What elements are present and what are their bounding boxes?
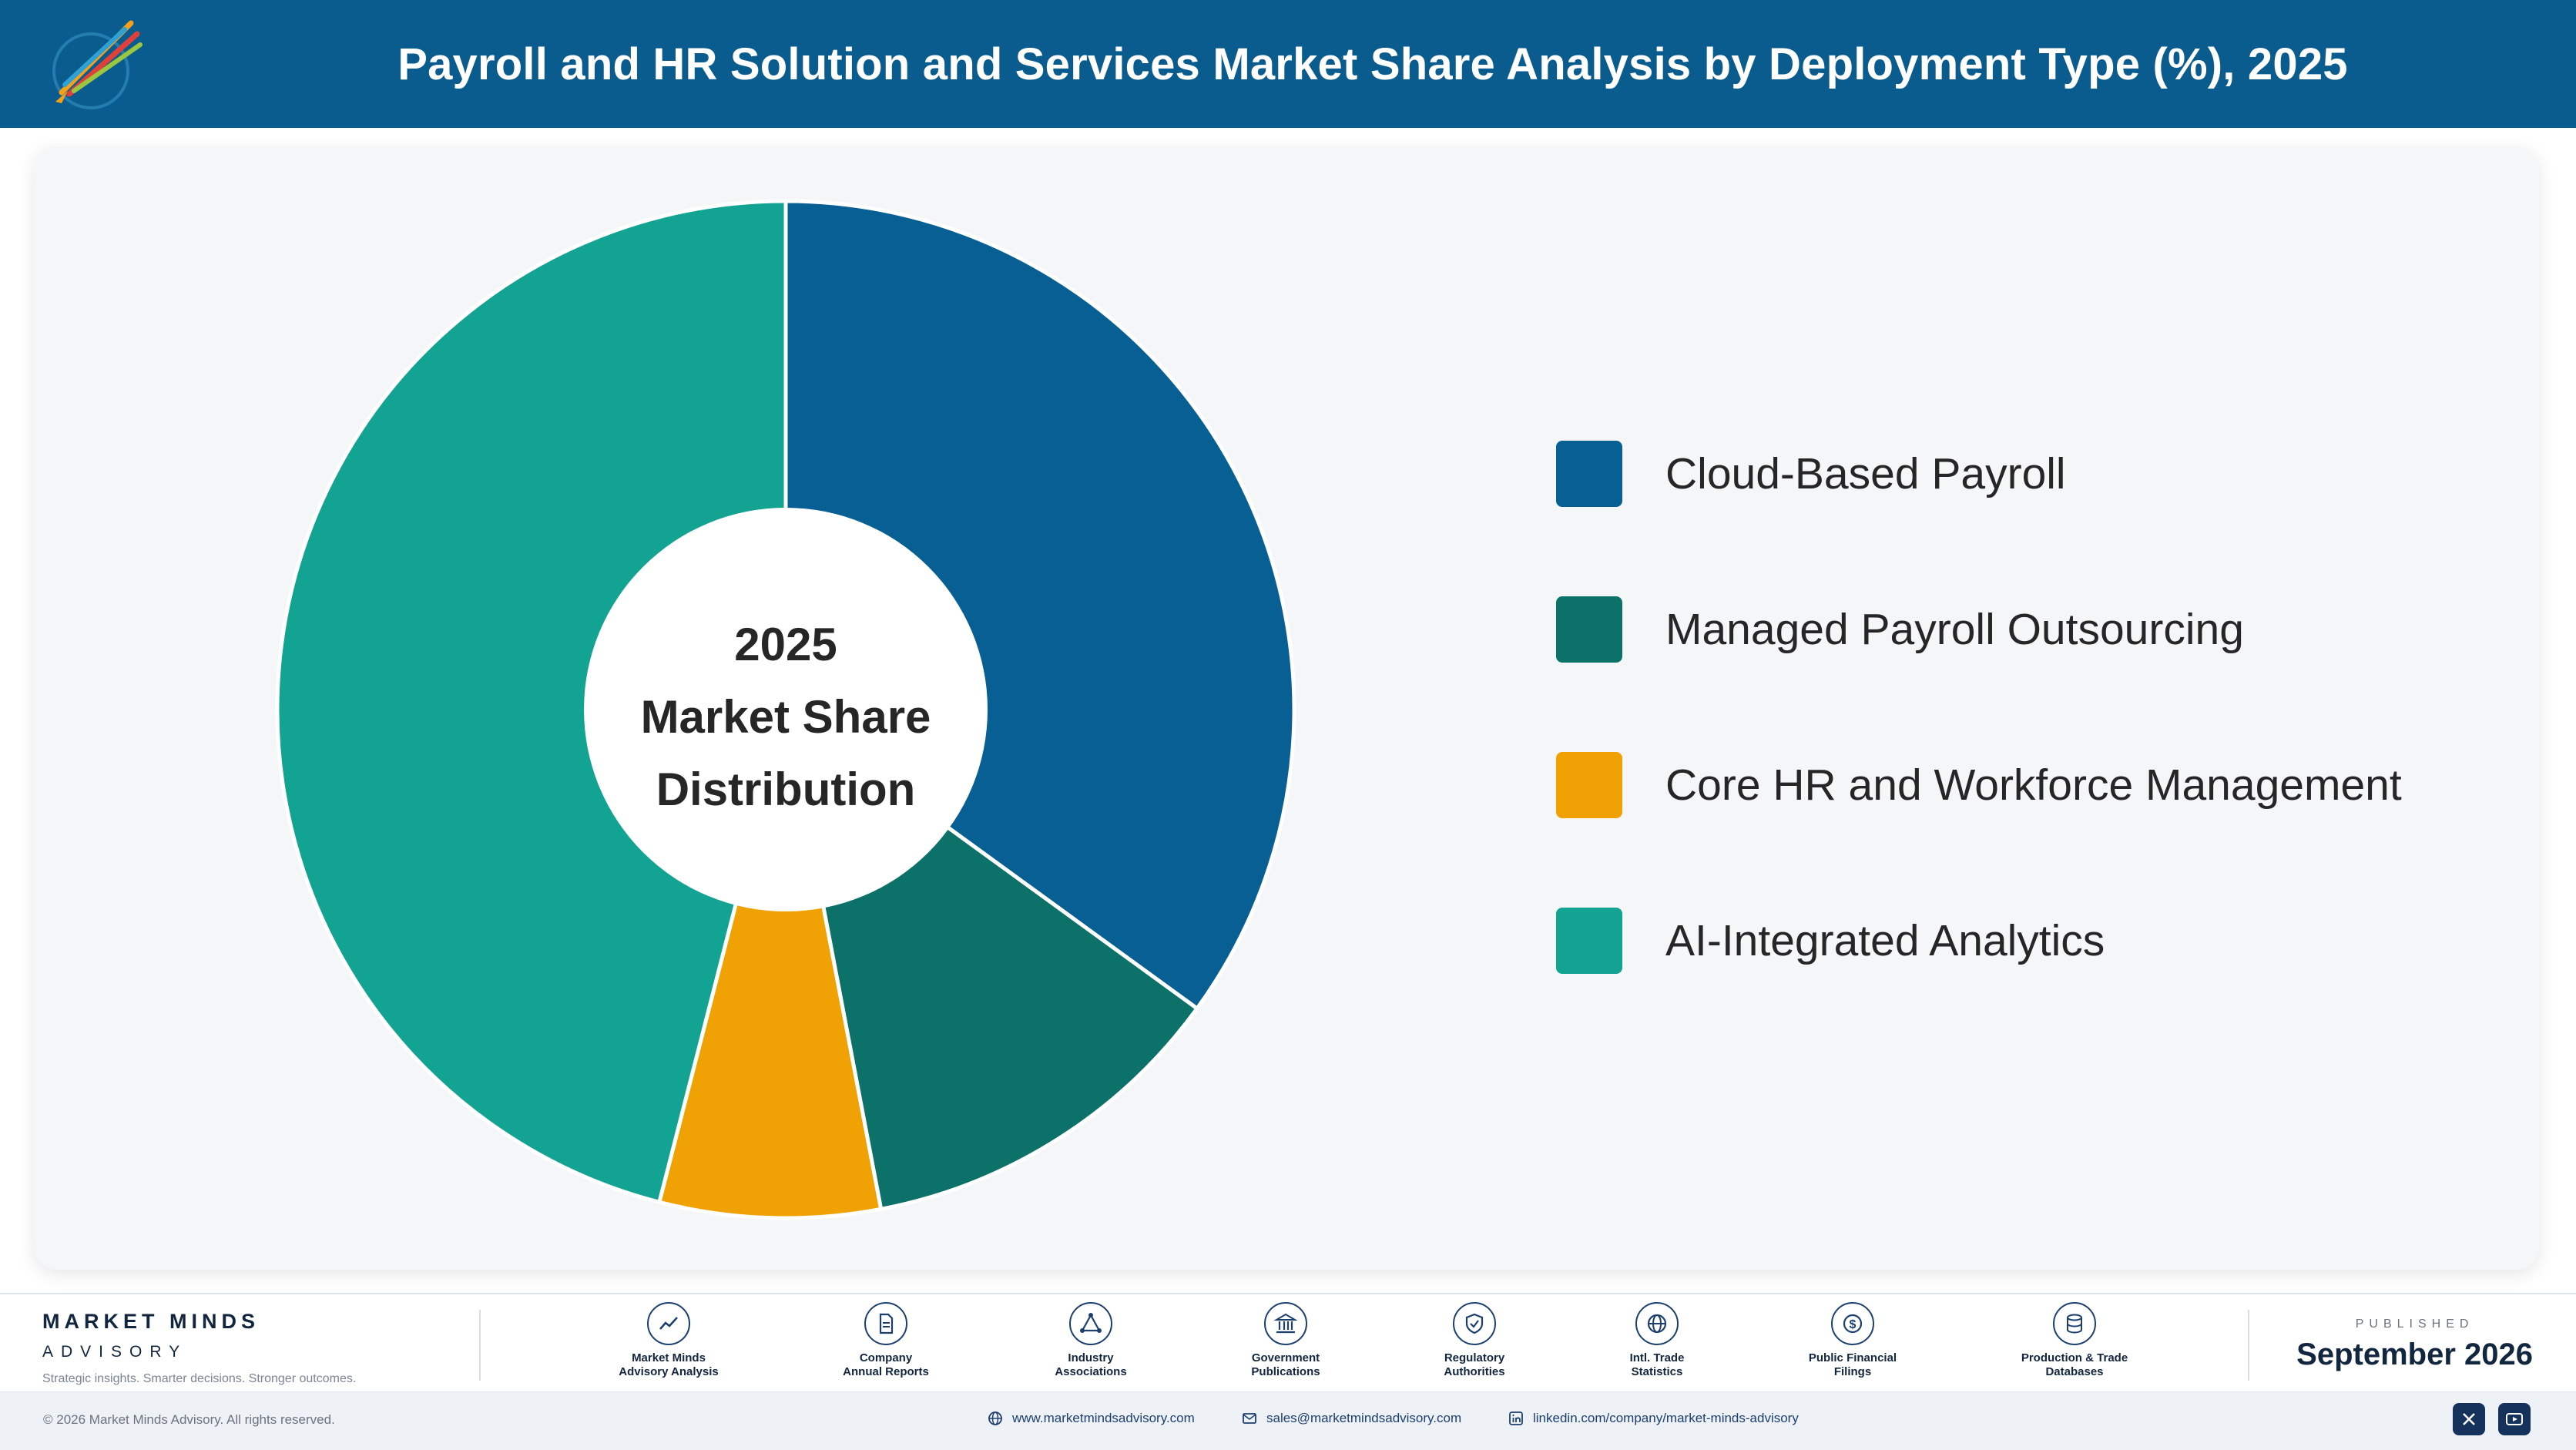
shield-icon [1453,1302,1496,1345]
network-icon [1069,1302,1112,1345]
company-logo-icon [52,20,143,109]
email-text: sales@marketmindsadvisory.com [1266,1411,1462,1425]
globe-icon [1635,1302,1679,1345]
source-regulatory-authorities: Regulatory Authorities [1390,1302,1559,1379]
legend-label: Cloud-Based Payroll [1665,449,2066,498]
legend-swatch [1556,752,1622,818]
legend-label: AI-Integrated Analytics [1665,916,2105,965]
legend-swatch [1556,596,1622,663]
linkedin-link[interactable]: linkedin.com/company/market-minds-adviso… [1508,1411,1799,1426]
published-label: PUBLISHED [2355,1317,2474,1331]
brand-name: MARKET MINDS [42,1310,260,1333]
legend-swatch [1556,441,1622,507]
source-market-minds: Market Minds Advisory Analysis [584,1302,753,1379]
linkedin-text: linkedin.com/company/market-minds-adviso… [1533,1411,1799,1425]
legend-item-core-hr: Core HR and Workforce Management [1556,750,2402,820]
copyright-text: © 2026 Market Minds Advisory. All rights… [43,1412,335,1427]
source-label: Company Annual Reports [843,1351,929,1378]
source-company-reports: Company Annual Reports [801,1302,971,1379]
source-trade-statistics: Intl. Trade Statistics [1572,1302,1742,1379]
building-icon [1264,1302,1307,1345]
header-bar: Payroll and HR Solution and Services Mar… [0,0,2576,128]
legend-item-managed-payroll-outsourcing: Managed Payroll Outsourcing [1556,595,2244,664]
chart-card [34,146,2539,1270]
footer-divider [2248,1310,2249,1381]
source-label: Regulatory Authorities [1444,1351,1505,1378]
linkedin-icon [1509,1411,1523,1425]
brand-subtitle: ADVISORY [42,1343,188,1361]
published-date: September 2026 [2296,1338,2533,1371]
legend-label: Managed Payroll Outsourcing [1665,605,2244,654]
website-text: www.marketmindsadvisory.com [1012,1411,1195,1425]
source-label: Intl. Trade Statistics [1629,1351,1685,1378]
source-financial-filings: $ Public Financial Filings [1768,1302,1937,1379]
legend-item-ai-integrated-analytics: AI-Integrated Analytics [1556,906,2105,975]
source-industry-associations: Industry Associations [1006,1302,1176,1379]
legend-swatch [1556,908,1622,974]
email-link[interactable]: sales@marketmindsadvisory.com [1242,1411,1461,1426]
source-label: Production & Trade Databases [2021,1351,2128,1378]
trend-icon [647,1302,690,1345]
x-icon [2463,1413,2475,1425]
source-label: Government Publications [1251,1351,1320,1378]
youtube-icon [2506,1413,2523,1425]
database-icon [2053,1302,2096,1345]
bottom-bar: © 2026 Market Minds Advisory. All rights… [0,1391,2576,1450]
source-label: Market Minds Advisory Analysis [619,1351,719,1378]
mail-icon [1243,1413,1256,1424]
globe-icon [988,1411,1002,1425]
youtube-social-button[interactable] [2498,1403,2531,1435]
center-label-line3: Distribution [656,764,916,815]
legend-item-cloud-based-payroll: Cloud-Based Payroll [1556,439,2066,509]
source-label: Industry Associations [1055,1351,1127,1378]
page-title: Payroll and HR Solution and Services Mar… [397,39,2348,89]
source-label: Public Financial Filings [1808,1351,1897,1378]
svg-text:$: $ [1850,1318,1857,1331]
center-label-line2: Market Share [640,691,931,743]
brand-tagline: Strategic insights. Smarter decisions. S… [42,1372,357,1385]
footer-divider [479,1310,481,1381]
dollar-icon: $ [1831,1302,1874,1345]
document-icon [864,1302,907,1345]
source-government-publications: Government Publications [1201,1302,1370,1379]
website-link[interactable]: www.marketmindsadvisory.com [988,1411,1195,1426]
center-label-year: 2025 [734,619,837,670]
legend-label: Core HR and Workforce Management [1665,760,2402,810]
published-block: PUBLISHED September 2026 [2296,1317,2533,1372]
footer-brand: MARKET MINDS ADVISORY Strategic insights… [42,1310,356,1386]
donut-center-label: 2025 Market Share Distribution [585,609,986,826]
sources-list: Market Minds Advisory Analysis Company Ann… [539,1302,2172,1395]
source-trade-databases: Production & Trade Databases [1990,1302,2159,1379]
x-social-button[interactable] [2453,1403,2485,1435]
